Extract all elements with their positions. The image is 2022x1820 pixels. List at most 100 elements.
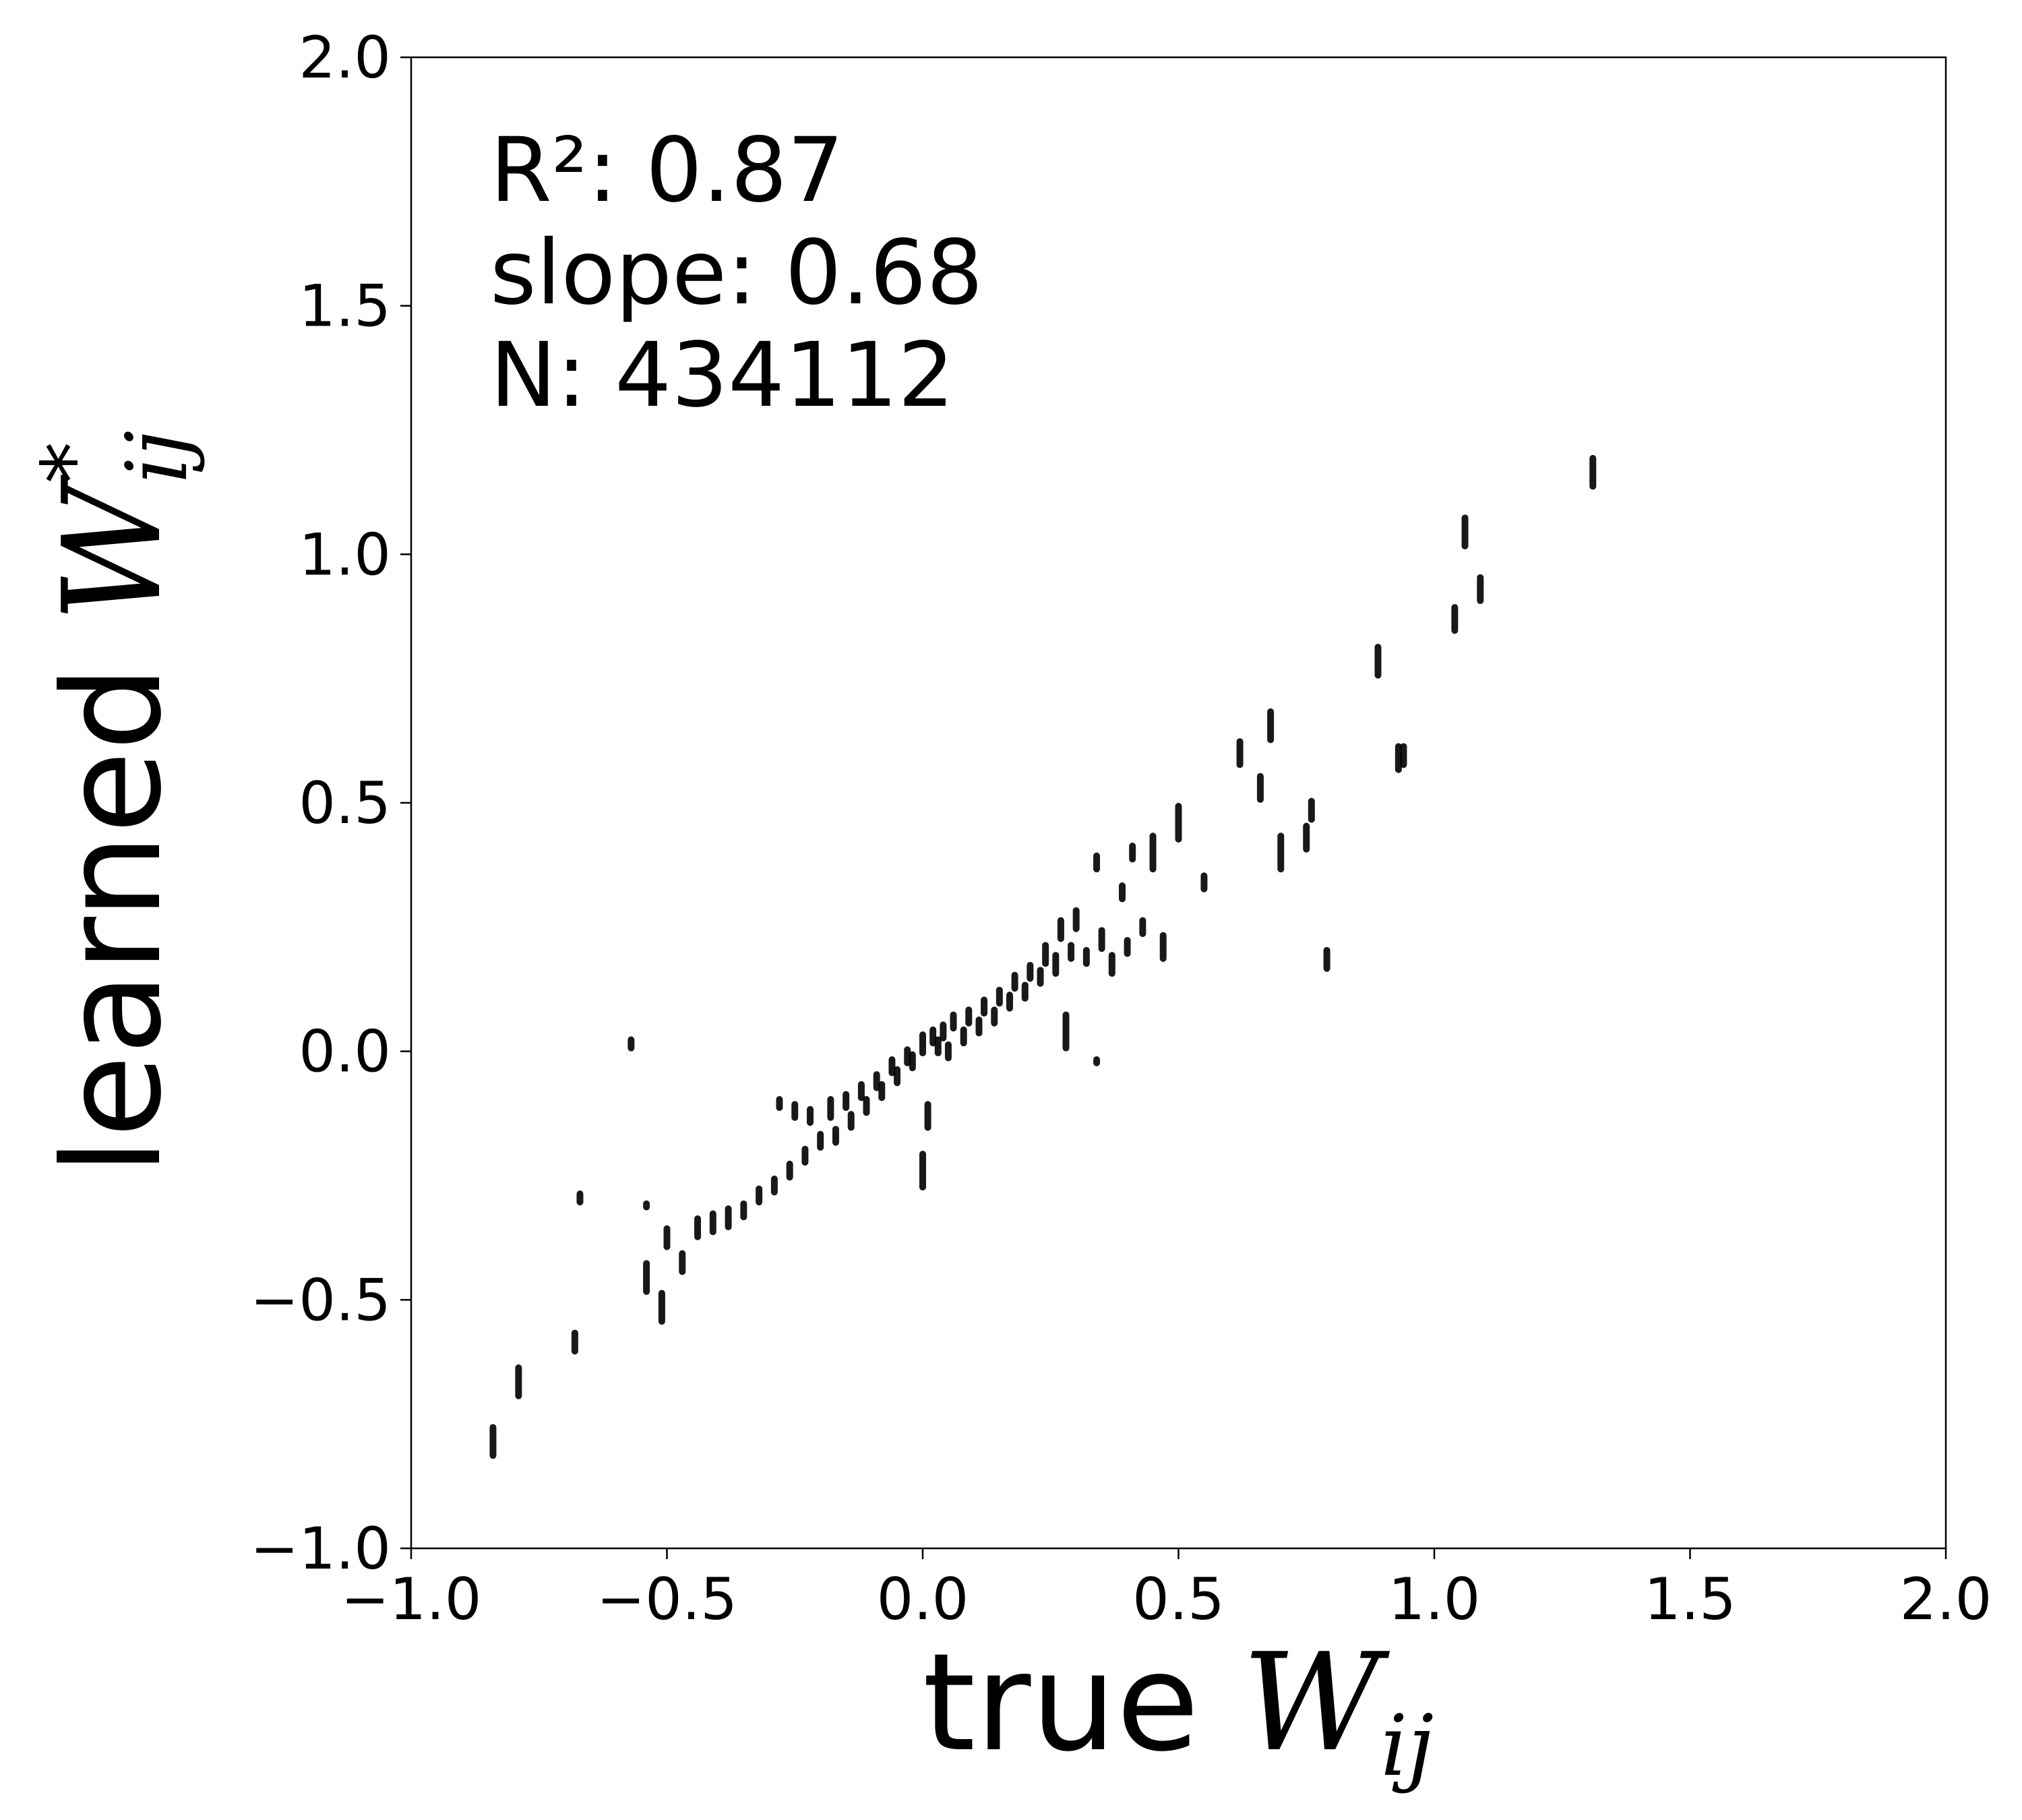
scatter-point-cluster bbox=[1461, 514, 1469, 549]
x-tick-label: 0.5 bbox=[1132, 1566, 1225, 1633]
scatter-point-cluster bbox=[489, 1424, 497, 1459]
scatter-point-cluster bbox=[1098, 927, 1105, 952]
x-axis-ticks: −1.0 −0.5 0.0 0.5 1.0 1.5 2.0 bbox=[341, 1548, 1992, 1633]
scatter-point-cluster bbox=[740, 1200, 747, 1221]
scatter-point-cluster bbox=[950, 1011, 957, 1032]
scatter-point-cluster bbox=[919, 1151, 926, 1191]
scatter-point-cluster bbox=[1129, 842, 1136, 863]
y-tick-label: 0.0 bbox=[299, 1019, 391, 1086]
plot-frame bbox=[410, 56, 1947, 1550]
scatter-point-cluster bbox=[627, 1036, 635, 1052]
scatter-point-cluster bbox=[801, 1145, 809, 1166]
scatter-point-cluster bbox=[847, 1111, 855, 1131]
y-axis-title: learned W*ij bbox=[24, 430, 206, 1175]
scatter-point-cluster bbox=[1124, 937, 1131, 957]
stats-annotation-r2: R²: 0.87 bbox=[490, 119, 844, 222]
scatter-point-cluster bbox=[1021, 981, 1029, 1002]
scatter-point-cluster bbox=[576, 1190, 584, 1206]
scatter-point-cluster bbox=[1395, 743, 1402, 773]
x-tick-label: 2.0 bbox=[1900, 1566, 1992, 1633]
scatter-point-cluster bbox=[770, 1176, 778, 1196]
scatter-point-cluster bbox=[776, 1096, 783, 1112]
scatter-point-cluster bbox=[1062, 1011, 1070, 1052]
scatter-point-cluster bbox=[1037, 967, 1044, 987]
scatter-point-cluster bbox=[1374, 644, 1382, 679]
scatter-point-cluster bbox=[1093, 852, 1101, 873]
scatter-point-cluster bbox=[888, 1056, 896, 1076]
scatter-point-cluster bbox=[1323, 946, 1330, 972]
scatter-point-cluster bbox=[1277, 832, 1285, 873]
x-axis-title-text: true bbox=[923, 1625, 1199, 1782]
scatter-point-cluster bbox=[1477, 574, 1484, 605]
scatter-point-cluster bbox=[873, 1071, 880, 1091]
scatter-point-cluster bbox=[924, 1101, 931, 1131]
scatter-point-cluster bbox=[975, 1017, 983, 1037]
scatter-point-cluster bbox=[940, 1021, 947, 1041]
x-axis-title: true Wij bbox=[923, 1625, 1434, 1795]
data-points bbox=[489, 454, 1597, 1459]
x-tick-label: 0.0 bbox=[877, 1566, 969, 1633]
scatter-point-cluster bbox=[1093, 1056, 1101, 1066]
scatter-point-cluster bbox=[1308, 797, 1315, 823]
y-axis-title-superscript: * bbox=[24, 442, 122, 484]
y-axis-ticks: −1.0 −0.5 0.0 0.5 1.0 1.5 2.0 bbox=[250, 24, 411, 1583]
scatter-point-cluster bbox=[709, 1210, 716, 1236]
scatter-point-cluster bbox=[832, 1126, 839, 1146]
y-tick-label: 0.5 bbox=[299, 770, 391, 837]
y-axis-title-subscript: ij bbox=[109, 430, 206, 483]
y-tick-label: −1.0 bbox=[250, 1515, 391, 1583]
scatter-point-cluster bbox=[1011, 971, 1018, 992]
scatter-point-cluster bbox=[919, 1031, 926, 1057]
scatter-point-cluster bbox=[995, 986, 1003, 1007]
scatter-point-cluster bbox=[643, 1260, 650, 1295]
scatter-point-cluster bbox=[1451, 604, 1459, 634]
scatter-point-cluster bbox=[571, 1329, 578, 1355]
scatter-point-cluster bbox=[842, 1091, 850, 1112]
scatter-point-cluster bbox=[1200, 872, 1208, 892]
scatter-point-cluster bbox=[807, 1105, 814, 1126]
scatter-point-cluster bbox=[1068, 942, 1075, 962]
scatter-point-cluster bbox=[991, 1006, 998, 1027]
x-tick-label: −0.5 bbox=[596, 1566, 737, 1633]
scatter-point-cluster bbox=[1236, 738, 1244, 768]
y-axis-title-text: learned bbox=[34, 665, 191, 1176]
scatter-point-cluster bbox=[1082, 946, 1090, 967]
scatter-point-cluster bbox=[1057, 917, 1064, 942]
scatter-point-cluster bbox=[1108, 952, 1115, 977]
scatter-point-cluster bbox=[1052, 952, 1060, 977]
y-axis-title-symbol: W bbox=[34, 474, 191, 622]
scatter-point-cluster bbox=[817, 1130, 824, 1151]
scatter-point-cluster bbox=[1256, 772, 1264, 803]
scatter-point-cluster bbox=[965, 1006, 973, 1027]
y-tick-label: −0.5 bbox=[250, 1267, 391, 1334]
scatter-point-cluster bbox=[909, 1051, 916, 1072]
scatter-point-cluster bbox=[1159, 932, 1167, 962]
scatter-point-cluster bbox=[934, 1036, 942, 1057]
scatter-point-cluster bbox=[679, 1250, 686, 1275]
scatter-point-cluster bbox=[725, 1205, 732, 1231]
x-axis-title-subscript: ij bbox=[1380, 1697, 1434, 1795]
y-tick-label: 1.0 bbox=[299, 521, 391, 588]
scatter-point-cluster bbox=[1589, 454, 1597, 490]
scatter-point-cluster bbox=[1400, 743, 1407, 768]
scatter-point-cluster bbox=[981, 996, 988, 1017]
scatter-point-cluster bbox=[694, 1215, 702, 1240]
scatter-point-cluster bbox=[643, 1200, 650, 1211]
scatter-point-cluster bbox=[1175, 803, 1182, 843]
y-tick-label: 2.0 bbox=[299, 24, 391, 92]
scatter-point-cluster bbox=[929, 1026, 937, 1047]
x-tick-label: 1.0 bbox=[1388, 1566, 1481, 1633]
scatter-point-cluster bbox=[515, 1364, 522, 1399]
scatter-point-cluster bbox=[1267, 708, 1275, 744]
scatter-point-cluster bbox=[857, 1081, 865, 1101]
scatter-point-cluster bbox=[663, 1225, 671, 1250]
scatter-point-cluster bbox=[658, 1290, 665, 1325]
scatter-point-cluster bbox=[1149, 832, 1157, 873]
scatter-point-cluster bbox=[786, 1160, 793, 1181]
scatter-point-cluster bbox=[1072, 907, 1080, 932]
scatter-point-cluster bbox=[863, 1096, 870, 1116]
scatter-point-cluster bbox=[904, 1046, 911, 1066]
scatter-point-cluster bbox=[878, 1081, 886, 1101]
